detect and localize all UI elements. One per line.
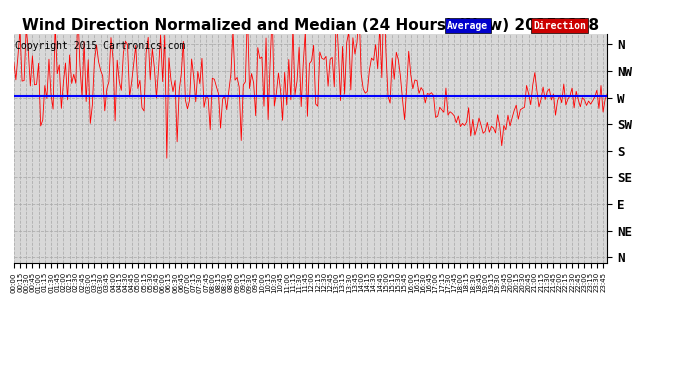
Text: Direction: Direction: [533, 21, 586, 31]
Text: Copyright 2015 Cartronics.com: Copyright 2015 Cartronics.com: [15, 40, 186, 51]
Title: Wind Direction Normalized and Median (24 Hours) (New) 20150118: Wind Direction Normalized and Median (24…: [22, 18, 599, 33]
Text: Average: Average: [447, 21, 488, 31]
